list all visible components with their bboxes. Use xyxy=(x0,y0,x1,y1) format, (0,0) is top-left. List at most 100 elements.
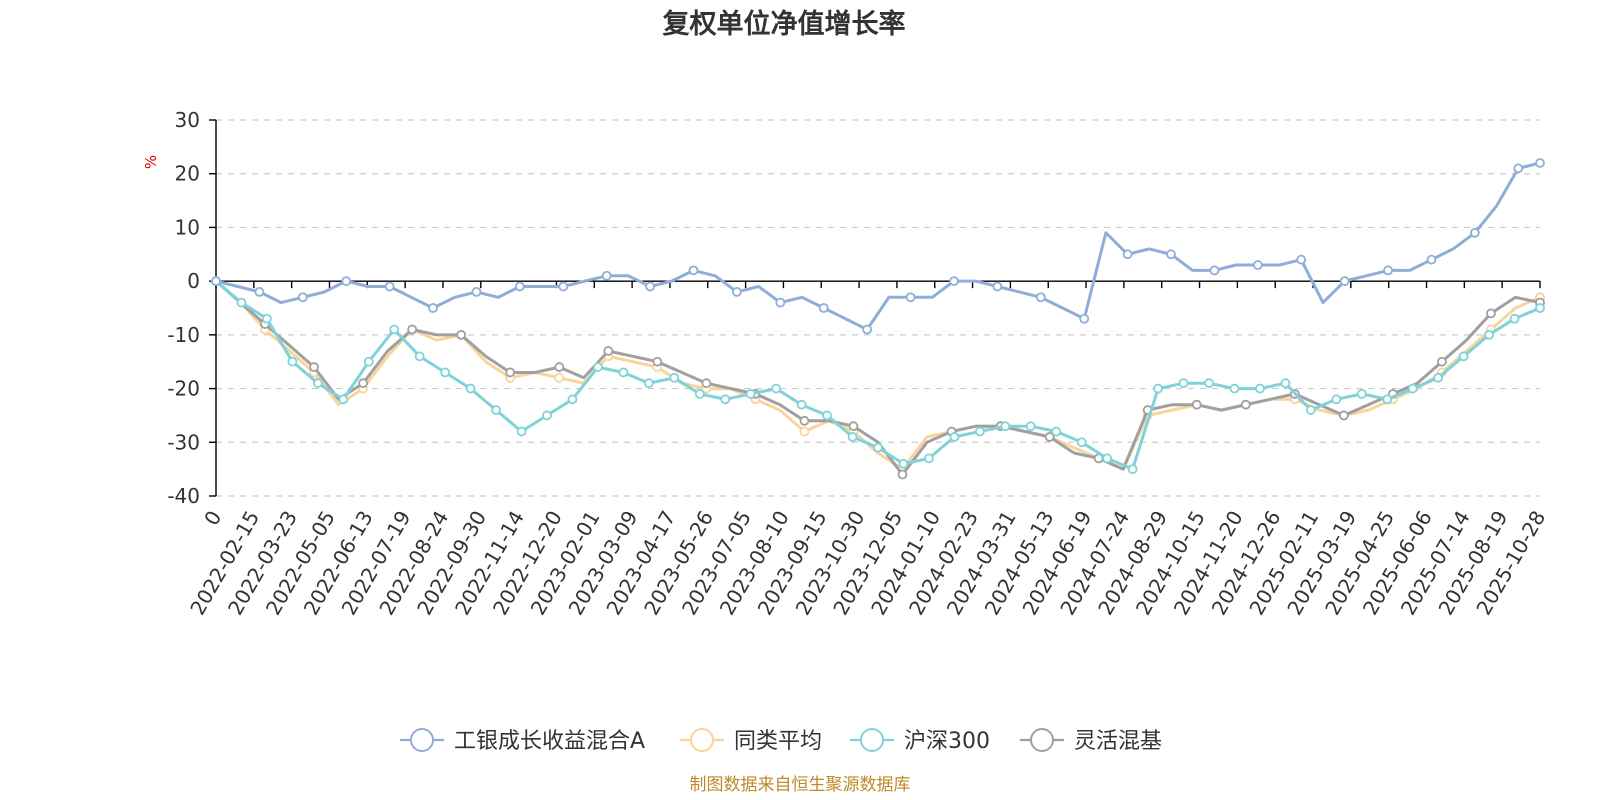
legend-label: 同类平均 xyxy=(734,729,822,754)
series-marker-2 xyxy=(822,410,832,421)
series-marker-2 xyxy=(262,313,272,324)
legend-item-0[interactable]: 工银成长收益混合A xyxy=(400,728,645,754)
series-marker-0 xyxy=(1535,158,1545,168)
series-marker-2 xyxy=(338,394,349,405)
legend-marker-icon xyxy=(410,728,434,752)
series-marker-2 xyxy=(643,378,654,389)
series-marker-2 xyxy=(1484,329,1494,340)
series-marker-2 xyxy=(1178,378,1189,389)
series-marker-3 xyxy=(603,346,614,356)
series-marker-3 xyxy=(309,362,319,372)
series-marker-2 xyxy=(1280,378,1291,389)
series-marker-3 xyxy=(1191,399,1202,410)
x-tick-label: 0 xyxy=(199,507,226,530)
series-marker-3 xyxy=(358,378,369,389)
series-marker-2 xyxy=(1102,453,1113,464)
legend-item-2[interactable]: 沪深300 xyxy=(850,728,990,754)
series-marker-2 xyxy=(1000,421,1011,432)
series-marker-0 xyxy=(1469,227,1480,238)
series-marker-3 xyxy=(848,421,859,432)
series-marker-2 xyxy=(542,410,552,421)
series-marker-3 xyxy=(1240,399,1251,410)
legend-marker-icon xyxy=(860,728,884,752)
series-marker-0 xyxy=(732,286,742,297)
series-marker-2 xyxy=(1127,464,1138,475)
series-marker-0 xyxy=(558,281,569,292)
series-marker-2 xyxy=(949,432,960,442)
series-marker-0 xyxy=(992,281,1003,292)
series-marker-3 xyxy=(1044,432,1055,442)
series-marker-0 xyxy=(254,286,265,297)
y-tick-label: -40 xyxy=(167,484,200,508)
series-line-0 xyxy=(215,161,1541,331)
series-marker-0 xyxy=(384,281,395,292)
series-marker-2 xyxy=(516,426,527,437)
series-marker-2 xyxy=(898,458,909,469)
series-marker-3 xyxy=(897,469,908,480)
y-tick-label: -20 xyxy=(167,377,200,401)
series-marker-0 xyxy=(211,276,221,287)
series-marker-2 xyxy=(1356,389,1367,399)
series-marker-2 xyxy=(312,378,323,389)
series-marker-0 xyxy=(428,303,438,313)
chart-title: 复权单位净值增长率 xyxy=(663,8,906,40)
legend[interactable]: 工银成长收益混合A 同类平均 沪深300 灵活混基 xyxy=(400,728,1162,754)
series-marker-2 xyxy=(1433,372,1444,383)
series-marker-3 xyxy=(799,415,810,426)
series-line-1 xyxy=(215,279,1541,471)
series-marker-1 xyxy=(554,372,565,383)
series-marker-0 xyxy=(601,270,612,281)
series-marker-2 xyxy=(567,394,578,405)
series-marker-1 xyxy=(799,426,810,437)
series-marker-0 xyxy=(1513,163,1524,174)
series-marker-2 xyxy=(847,432,858,442)
series-marker-2 xyxy=(1458,351,1469,362)
series-marker-2 xyxy=(1407,383,1418,394)
series-marker-2 xyxy=(924,453,934,464)
legend-item-1[interactable]: 同类平均 xyxy=(680,728,822,754)
series-marker-2 xyxy=(1153,383,1163,394)
series-marker-2 xyxy=(1535,303,1545,313)
y-axis-unit: % xyxy=(142,155,160,169)
series-marker-2 xyxy=(745,389,756,399)
series-marker-0 xyxy=(775,297,786,308)
legend-item-3[interactable]: 灵活混基 xyxy=(1020,728,1162,754)
series-marker-0 xyxy=(1122,249,1133,260)
series-marker-0 xyxy=(1209,265,1220,276)
series-marker-2 xyxy=(1331,394,1342,405)
series-marker-2 xyxy=(491,405,501,415)
series-marker-0 xyxy=(471,286,482,297)
y-tick-label: 30 xyxy=(175,108,200,132)
series-marker-2 xyxy=(1382,394,1393,405)
legend-label: 工银成长收益混合A xyxy=(454,729,645,754)
series-marker-2 xyxy=(720,394,731,405)
series-marker-3 xyxy=(554,362,565,372)
series-lines xyxy=(211,158,1545,480)
series-marker-0 xyxy=(645,281,655,292)
y-tick-label: 0 xyxy=(187,269,200,293)
series-marker-0 xyxy=(1426,254,1437,265)
legend-label: 沪深300 xyxy=(904,729,990,754)
series-marker-0 xyxy=(905,292,916,303)
series-marker-3 xyxy=(652,356,663,367)
series-marker-0 xyxy=(1296,254,1307,265)
series-marker-2 xyxy=(363,356,374,367)
grid xyxy=(216,119,1540,497)
series-marker-2 xyxy=(440,367,451,378)
series-marker-2 xyxy=(414,351,425,362)
series-marker-3 xyxy=(1437,356,1447,367)
series-marker-2 xyxy=(1025,421,1036,432)
series-marker-0 xyxy=(688,265,699,276)
y-tick-label: 10 xyxy=(175,215,200,239)
series-marker-2 xyxy=(236,297,247,308)
series-marker-2 xyxy=(1051,426,1062,437)
series-line-3 xyxy=(215,279,1541,476)
axes: 3020100-10-20-30-4002022-02-152022-03-23… xyxy=(167,108,1550,619)
series-marker-2 xyxy=(771,383,782,394)
series-marker-2 xyxy=(1204,378,1214,389)
series-marker-0 xyxy=(818,303,829,313)
y-tick-label: -30 xyxy=(167,430,200,454)
series-marker-0 xyxy=(514,281,525,292)
series-marker-3 xyxy=(701,378,712,389)
